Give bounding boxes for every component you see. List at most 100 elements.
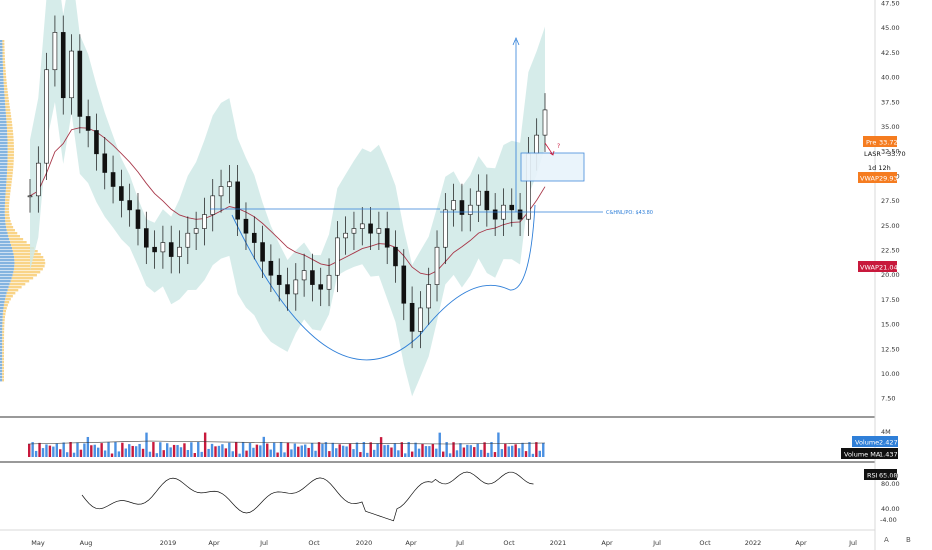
- candle-body[interactable]: [409, 302, 415, 332]
- volume-bar: [55, 443, 58, 457]
- candle-body[interactable]: [27, 195, 33, 198]
- candle-body[interactable]: [36, 162, 41, 197]
- candle-body[interactable]: [484, 190, 490, 211]
- candle-body[interactable]: [210, 195, 216, 215]
- candle-body[interactable]: [434, 246, 440, 285]
- profile-bar-buy: [0, 301, 5, 304]
- volume-bar: [228, 442, 231, 457]
- candle-body[interactable]: [168, 242, 174, 257]
- candle-body[interactable]: [185, 232, 191, 248]
- profile-bar-buy: [0, 286, 9, 289]
- volume-bar: [72, 452, 76, 457]
- time-axis[interactable]: May Aug 2019 Apr Jul Oct 2020 Apr Jul Oct 2021 Apr J…: [31, 539, 857, 547]
- candle-body[interactable]: [235, 181, 240, 220]
- candle-body[interactable]: [85, 116, 91, 131]
- candle-body[interactable]: [476, 190, 481, 206]
- candle-body[interactable]: [251, 232, 257, 243]
- profile-bar-sell: [2, 358, 5, 361]
- profile-bar-sell: [2, 370, 5, 373]
- volume-bar: [324, 442, 328, 457]
- profile-bar-buy: [0, 85, 4, 88]
- candle-body[interactable]: [160, 242, 166, 253]
- volume-bar: [110, 453, 114, 457]
- candle-body[interactable]: [243, 218, 249, 234]
- candle-body[interactable]: [44, 69, 49, 164]
- candle-body[interactable]: [143, 228, 149, 248]
- candle-body[interactable]: [443, 209, 448, 248]
- volume-bar: [138, 443, 141, 457]
- volume-bar: [183, 443, 186, 457]
- candle-body[interactable]: [418, 307, 423, 332]
- profile-bar-sell: [2, 337, 5, 340]
- profile-bar-sell: [7, 142, 14, 145]
- profile-bar-sell: [7, 154, 14, 157]
- volume-bar: [148, 451, 152, 457]
- candle-body[interactable]: [467, 204, 473, 215]
- time-axis-label: 2020: [356, 539, 373, 547]
- candle-body[interactable]: [517, 209, 523, 220]
- candle-body[interactable]: [276, 274, 282, 285]
- candle-body[interactable]: [77, 50, 83, 117]
- candle-body[interactable]: [534, 134, 539, 155]
- time-axis-label: Jul: [455, 539, 464, 547]
- projection-box[interactable]: [520, 152, 585, 182]
- candle-body[interactable]: [127, 200, 132, 211]
- candle-body[interactable]: [326, 274, 332, 290]
- candle-body[interactable]: [60, 32, 66, 99]
- auto-scale-button[interactable]: A: [884, 536, 889, 544]
- log-scale-button[interactable]: B: [906, 536, 911, 544]
- vwap-tag-lower: VWAP 21.04: [858, 261, 898, 272]
- profile-bar-sell: [4, 97, 9, 100]
- candle-body[interactable]: [343, 232, 348, 239]
- candle-body[interactable]: [69, 50, 74, 99]
- candle-body[interactable]: [260, 242, 265, 262]
- candlestick-series[interactable]: [27, 15, 548, 349]
- profile-bar-sell: [7, 166, 14, 169]
- candle-body[interactable]: [384, 228, 390, 248]
- profile-bar-sell: [6, 184, 12, 187]
- candle-body[interactable]: [492, 209, 498, 220]
- candle-body[interactable]: [135, 209, 141, 229]
- candle-body[interactable]: [218, 186, 224, 197]
- candle-body[interactable]: [193, 228, 199, 234]
- candle-body[interactable]: [119, 186, 124, 201]
- candle-body[interactable]: [318, 284, 324, 290]
- candle-body[interactable]: [451, 200, 456, 211]
- candle-body[interactable]: [94, 130, 99, 155]
- profile-bar-buy: [0, 202, 6, 205]
- candle-body[interactable]: [52, 32, 58, 71]
- candle-body[interactable]: [268, 260, 274, 276]
- candle-body[interactable]: [401, 265, 407, 304]
- profile-bar-sell: [2, 58, 5, 61]
- time-axis-label: Apr: [795, 539, 807, 547]
- candle-body[interactable]: [509, 204, 515, 211]
- profile-bar-sell: [7, 151, 14, 154]
- candle-body[interactable]: [542, 109, 548, 136]
- candle-body[interactable]: [293, 279, 299, 295]
- candle-body[interactable]: [393, 246, 398, 267]
- profile-bar-sell: [13, 271, 41, 274]
- candle-body[interactable]: [110, 172, 116, 187]
- candle-body[interactable]: [335, 237, 340, 276]
- chart-drawings[interactable]: [210, 36, 603, 213]
- profile-bar-sell: [5, 112, 11, 115]
- candle-body[interactable]: [459, 200, 465, 215]
- candle-body[interactable]: [102, 153, 108, 173]
- candle-body[interactable]: [368, 223, 373, 234]
- candle-body[interactable]: [152, 246, 157, 253]
- candle-body[interactable]: [227, 181, 232, 187]
- candle-body[interactable]: [202, 214, 207, 229]
- candle-body[interactable]: [177, 246, 182, 257]
- volume-bar: [524, 451, 528, 457]
- candle-body[interactable]: [426, 284, 432, 309]
- candle-body[interactable]: [351, 228, 357, 234]
- volume-bar: [252, 447, 255, 457]
- candle-body[interactable]: [301, 270, 307, 281]
- candle-body[interactable]: [285, 284, 290, 295]
- candle-body[interactable]: [310, 270, 315, 285]
- profile-bar-sell: [2, 64, 6, 67]
- candle-body[interactable]: [376, 228, 382, 234]
- profile-bar-buy: [0, 154, 8, 157]
- candle-body[interactable]: [359, 223, 365, 229]
